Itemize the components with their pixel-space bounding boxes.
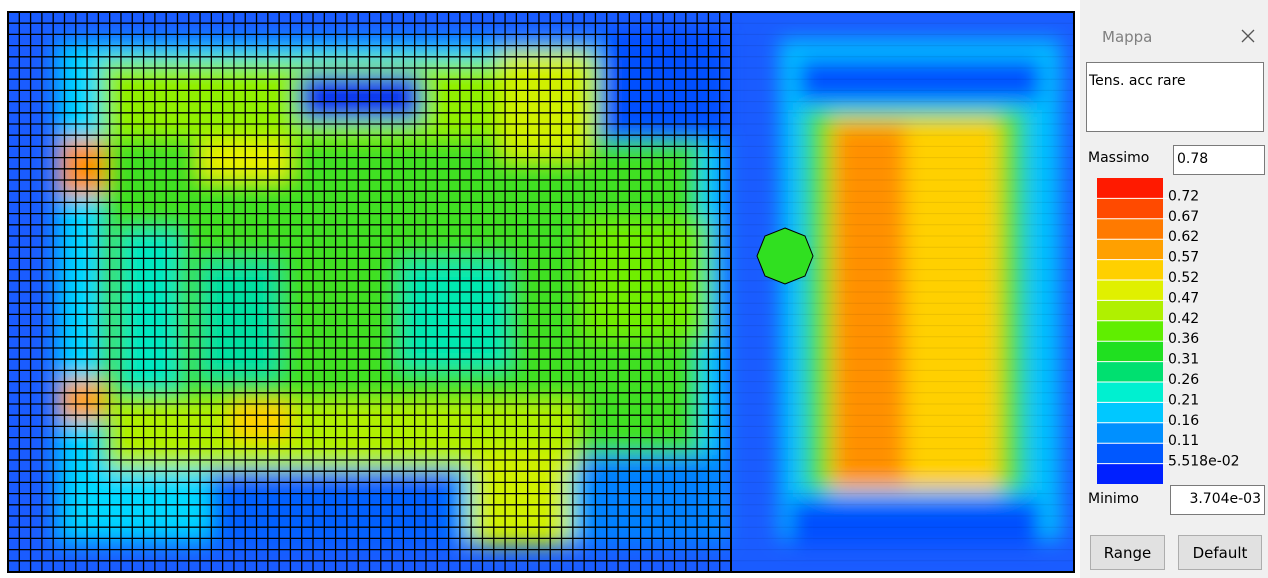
color-legend: 0.72 0.67 0.62 0.57 0.52 0.47 0.42 0.36 0.31 0.26… (1080, 170, 1268, 490)
min-label: Minimo (1088, 491, 1139, 507)
app-window: Mappa Tens. acc rare Massimo 0.78 0.720.… (0, 0, 1268, 578)
max-label: Massimo (1088, 150, 1149, 166)
legend-label: 0.31 (1168, 352, 1199, 368)
legend-band (1097, 402, 1163, 422)
legend-label: 0.11 (1168, 433, 1199, 449)
legend-label: 0.67 (1168, 209, 1199, 225)
min-input[interactable]: 3.704e-03 (1170, 485, 1265, 515)
legend-band (1097, 341, 1163, 361)
legend-label: 0.52 (1168, 270, 1199, 286)
legend-label: 0.47 (1168, 290, 1199, 306)
legend-label: 0.42 (1168, 311, 1199, 327)
contour-map (0, 0, 1080, 578)
legend-band (1097, 443, 1163, 463)
legend-band (1097, 464, 1163, 484)
range-button[interactable]: Range (1090, 535, 1165, 570)
legend-label: 0.62 (1168, 229, 1199, 245)
legend-label: 0.16 (1168, 413, 1199, 429)
legend-label: 0.26 (1168, 372, 1199, 388)
legend-band (1097, 239, 1163, 259)
legend-band (1097, 260, 1163, 280)
default-button[interactable]: Default (1178, 535, 1262, 570)
legend-band (1097, 321, 1163, 341)
panel-title: Mappa (1102, 28, 1152, 46)
legend-band (1097, 178, 1163, 198)
legend-band (1097, 423, 1163, 443)
legend-band (1097, 382, 1163, 402)
description-box[interactable]: Tens. acc rare (1086, 62, 1264, 132)
close-button[interactable] (1240, 28, 1256, 44)
mesh-node (757, 228, 813, 284)
legend-band (1097, 300, 1163, 320)
legend-label: 0.72 (1168, 188, 1199, 204)
legend-band (1097, 280, 1163, 300)
legend-label: 0.21 (1168, 392, 1199, 408)
legend-label: 0.36 (1168, 331, 1199, 347)
legend-label: 0.57 (1168, 250, 1199, 266)
legend-band (1097, 198, 1163, 218)
legend-label: 5.518e-02 (1168, 454, 1240, 470)
legend-band (1097, 219, 1163, 239)
legend-band (1097, 362, 1163, 382)
